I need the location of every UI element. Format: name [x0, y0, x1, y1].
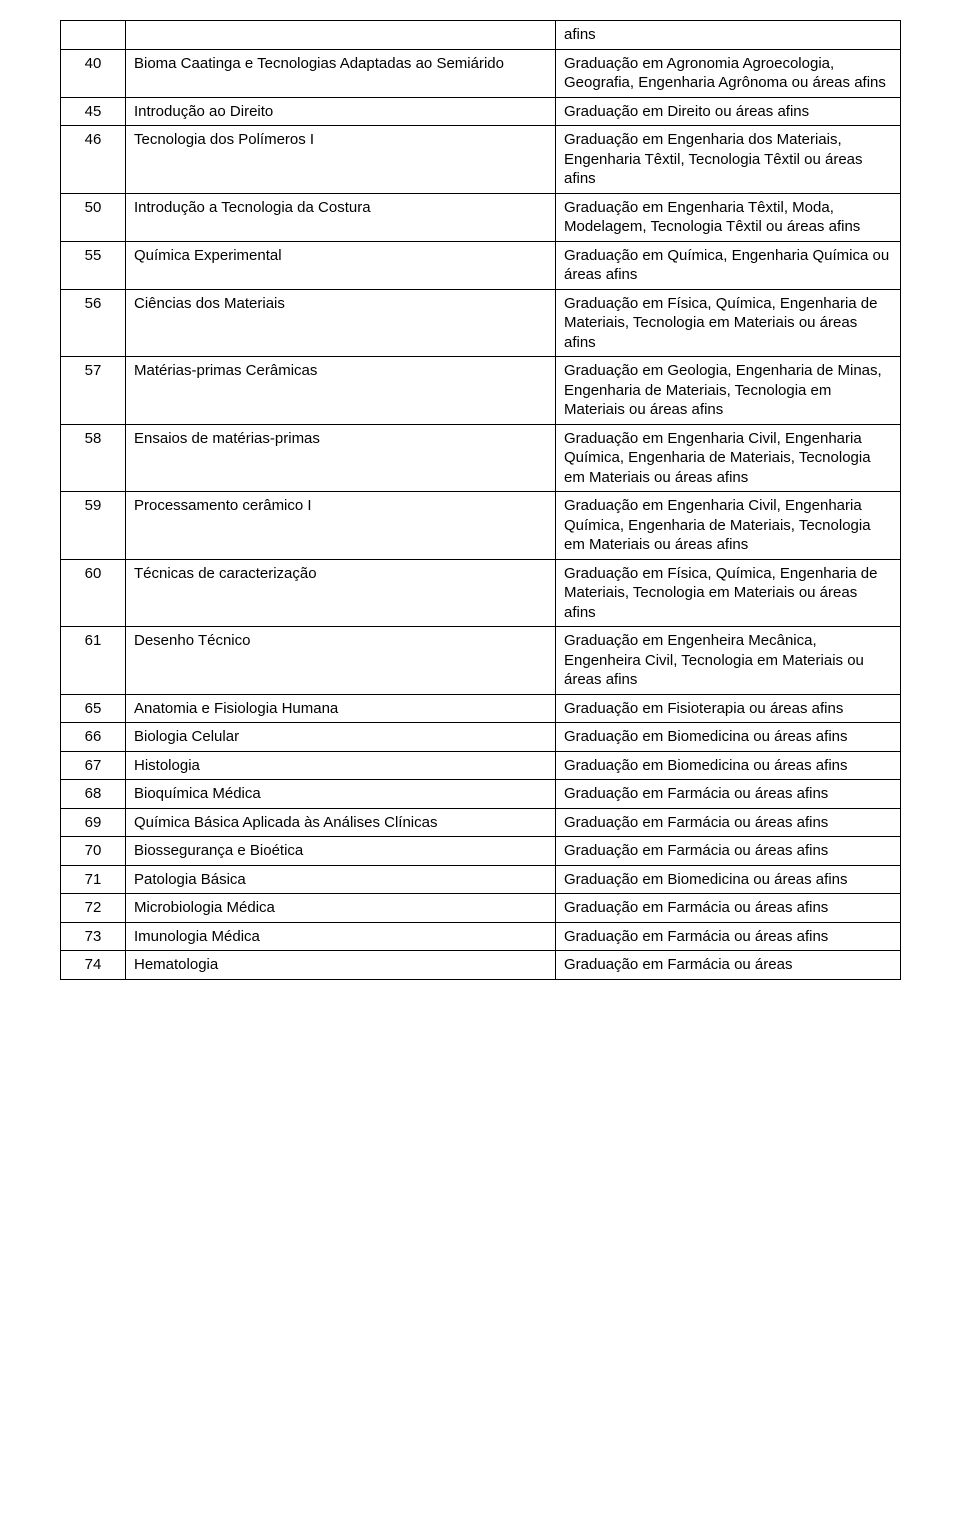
row-requirement: Graduação em Farmácia ou áreas afins: [556, 894, 901, 923]
row-subject: Bioquímica Médica: [126, 780, 556, 809]
row-number: 60: [61, 559, 126, 627]
table-row: 70Biossegurança e BioéticaGraduação em F…: [61, 837, 901, 866]
row-requirement: Graduação em Engenheira Mecânica, Engenh…: [556, 627, 901, 695]
row-subject: Química Experimental: [126, 241, 556, 289]
row-subject: Introdução a Tecnologia da Costura: [126, 193, 556, 241]
courses-table: afins40Bioma Caatinga e Tecnologias Adap…: [60, 20, 901, 980]
row-requirement: Graduação em Fisioterapia ou áreas afins: [556, 694, 901, 723]
row-subject: Processamento cerâmico I: [126, 492, 556, 560]
row-number: 69: [61, 808, 126, 837]
row-number: 68: [61, 780, 126, 809]
row-requirement: Graduação em Agronomia Agroecologia, Geo…: [556, 49, 901, 97]
row-subject: Imunologia Médica: [126, 922, 556, 951]
table-row: 74HematologiaGraduação em Farmácia ou ár…: [61, 951, 901, 980]
row-subject: Microbiologia Médica: [126, 894, 556, 923]
row-requirement: Graduação em Engenharia Têxtil, Moda, Mo…: [556, 193, 901, 241]
row-requirement: Graduação em Biomedicina ou áreas afins: [556, 751, 901, 780]
row-subject: Anatomia e Fisiologia Humana: [126, 694, 556, 723]
row-subject: Tecnologia dos Polímeros I: [126, 126, 556, 194]
table-row: 40Bioma Caatinga e Tecnologias Adaptadas…: [61, 49, 901, 97]
row-subject: Técnicas de caracterização: [126, 559, 556, 627]
row-requirement: Graduação em Direito ou áreas afins: [556, 97, 901, 126]
row-subject: Histologia: [126, 751, 556, 780]
table-row: 67HistologiaGraduação em Biomedicina ou …: [61, 751, 901, 780]
row-subject: Ensaios de matérias-primas: [126, 424, 556, 492]
row-subject: Patologia Básica: [126, 865, 556, 894]
table-row: 45Introdução ao DireitoGraduação em Dire…: [61, 97, 901, 126]
row-number: 61: [61, 627, 126, 695]
row-requirement: Graduação em Farmácia ou áreas afins: [556, 837, 901, 866]
row-number: 71: [61, 865, 126, 894]
row-requirement: Graduação em Farmácia ou áreas: [556, 951, 901, 980]
row-requirement: Graduação em Química, Engenharia Química…: [556, 241, 901, 289]
table-row: 72Microbiologia MédicaGraduação em Farmá…: [61, 894, 901, 923]
row-subject: [126, 21, 556, 50]
table-row: 66Biologia CelularGraduação em Biomedici…: [61, 723, 901, 752]
row-number: 56: [61, 289, 126, 357]
table-row: 69Química Básica Aplicada às Análises Cl…: [61, 808, 901, 837]
row-subject: Desenho Técnico: [126, 627, 556, 695]
row-number: 40: [61, 49, 126, 97]
row-subject: Matérias-primas Cerâmicas: [126, 357, 556, 425]
row-requirement: Graduação em Engenharia Civil, Engenhari…: [556, 492, 901, 560]
row-subject: Introdução ao Direito: [126, 97, 556, 126]
row-number: 50: [61, 193, 126, 241]
table-row: afins: [61, 21, 901, 50]
row-number: [61, 21, 126, 50]
row-requirement: Graduação em Geologia, Engenharia de Min…: [556, 357, 901, 425]
table-row: 68Bioquímica MédicaGraduação em Farmácia…: [61, 780, 901, 809]
row-requirement: Graduação em Biomedicina ou áreas afins: [556, 723, 901, 752]
row-requirement: Graduação em Física, Química, Engenharia…: [556, 289, 901, 357]
table-row: 71Patologia BásicaGraduação em Biomedici…: [61, 865, 901, 894]
table-row: 57Matérias-primas CerâmicasGraduação em …: [61, 357, 901, 425]
row-subject: Ciências dos Materiais: [126, 289, 556, 357]
table-row: 50Introdução a Tecnologia da CosturaGrad…: [61, 193, 901, 241]
row-number: 66: [61, 723, 126, 752]
row-requirement: Graduação em Farmácia ou áreas afins: [556, 808, 901, 837]
row-number: 70: [61, 837, 126, 866]
row-requirement: Graduação em Farmácia ou áreas afins: [556, 922, 901, 951]
row-requirement: Graduação em Farmácia ou áreas afins: [556, 780, 901, 809]
row-requirement: Graduação em Engenharia Civil, Engenhari…: [556, 424, 901, 492]
row-number: 46: [61, 126, 126, 194]
row-subject: Biologia Celular: [126, 723, 556, 752]
table-row: 46Tecnologia dos Polímeros IGraduação em…: [61, 126, 901, 194]
row-requirement: Graduação em Biomedicina ou áreas afins: [556, 865, 901, 894]
row-number: 57: [61, 357, 126, 425]
row-number: 59: [61, 492, 126, 560]
table-row: 58Ensaios de matérias-primasGraduação em…: [61, 424, 901, 492]
table-row: 55Química ExperimentalGraduação em Quími…: [61, 241, 901, 289]
row-number: 74: [61, 951, 126, 980]
courses-table-body: afins40Bioma Caatinga e Tecnologias Adap…: [61, 21, 901, 980]
document-page: afins40Bioma Caatinga e Tecnologias Adap…: [0, 0, 960, 1020]
row-number: 55: [61, 241, 126, 289]
row-requirement: Graduação em Física, Química, Engenharia…: [556, 559, 901, 627]
table-row: 73Imunologia MédicaGraduação em Farmácia…: [61, 922, 901, 951]
row-subject: Biossegurança e Bioética: [126, 837, 556, 866]
table-row: 61Desenho TécnicoGraduação em Engenheira…: [61, 627, 901, 695]
table-row: 65Anatomia e Fisiologia HumanaGraduação …: [61, 694, 901, 723]
table-row: 56Ciências dos MateriaisGraduação em Fís…: [61, 289, 901, 357]
row-subject: Bioma Caatinga e Tecnologias Adaptadas a…: [126, 49, 556, 97]
row-number: 45: [61, 97, 126, 126]
row-subject: Hematologia: [126, 951, 556, 980]
row-number: 67: [61, 751, 126, 780]
row-number: 65: [61, 694, 126, 723]
row-number: 72: [61, 894, 126, 923]
table-row: 60Técnicas de caracterizaçãoGraduação em…: [61, 559, 901, 627]
row-number: 58: [61, 424, 126, 492]
row-number: 73: [61, 922, 126, 951]
row-subject: Química Básica Aplicada às Análises Clín…: [126, 808, 556, 837]
row-requirement: Graduação em Engenharia dos Materiais, E…: [556, 126, 901, 194]
row-requirement: afins: [556, 21, 901, 50]
table-row: 59Processamento cerâmico IGraduação em E…: [61, 492, 901, 560]
